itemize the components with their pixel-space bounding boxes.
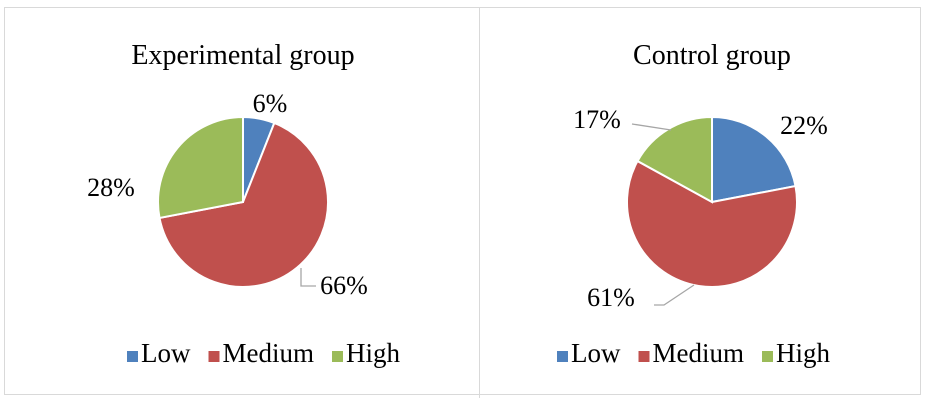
leader-lines [300,268,316,287]
pie-slice-medium [158,121,329,288]
data-label-high: 17% [573,105,621,134]
legend-label-low: Low [141,338,191,368]
legend-label-medium: Medium [653,338,745,368]
legend-swatch-high [332,351,343,362]
data-label-medium: 61% [587,283,635,312]
legend-label-low: Low [571,338,621,368]
leader-line-medium [654,284,695,306]
pie-slices [157,115,329,288]
data-label-medium: 66% [320,271,368,300]
pie-slice-high [157,115,244,220]
legend: Low Medium High [557,338,831,368]
legend-swatch-high [762,351,773,362]
leader-line-high [631,123,672,131]
pie-slices [626,115,798,288]
legend-swatch-medium [208,351,220,362]
pie-chart-experimental: Experimental group 6% 66% 28% Low Medium… [87,40,400,368]
leader-lines [631,123,695,306]
legend: Low Medium High [127,338,401,368]
legend-swatch-low [127,351,138,362]
data-label-high: 28% [87,173,135,202]
data-label-low: 6% [253,89,288,118]
pie-slice-low [711,115,797,204]
legend-swatch-low [557,351,568,362]
pie-chart-control: Control group 22% 61% 17% Low Medium Hig… [557,40,831,368]
data-label-low: 22% [780,111,828,140]
chart-title: Control group [633,40,791,71]
chart-title: Experimental group [131,40,354,71]
chart-divider [479,7,480,398]
legend-label-high: High [346,338,401,368]
pie-slice-high [636,115,713,204]
legend-label-high: High [776,338,831,368]
leader-line-medium [300,268,316,287]
legend-swatch-medium [638,351,650,362]
legend-label-medium: Medium [223,338,315,368]
pie-slice-medium [626,159,798,288]
